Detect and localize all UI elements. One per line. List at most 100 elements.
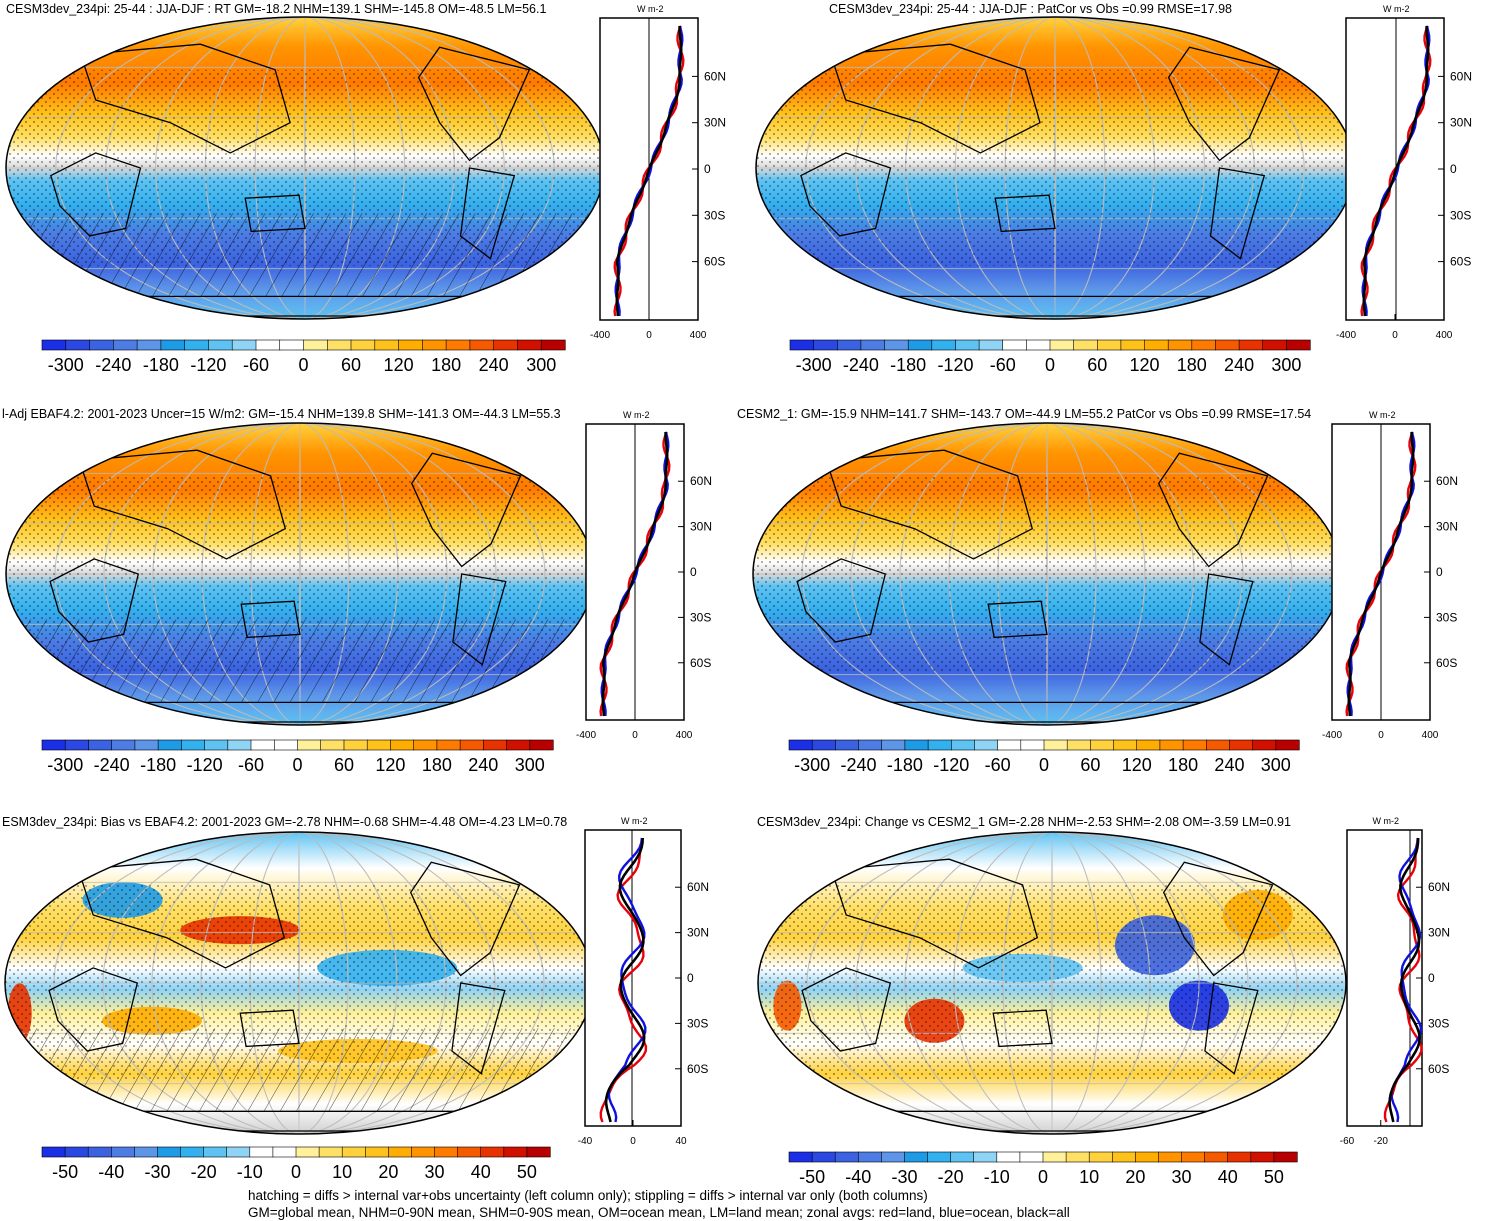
coastline <box>1199 573 1254 666</box>
colorbar-tick-label: -50 <box>52 1162 79 1182</box>
colorbar-tick-label: 120 <box>383 355 414 375</box>
colorbar-swatch <box>272 1146 297 1158</box>
colorbar-tick-label: 0 <box>298 355 309 375</box>
zonal-x-tick: 0 <box>632 730 638 741</box>
colorbar-swatch <box>1073 339 1098 351</box>
coastline <box>825 449 1034 560</box>
colorbar-swatch <box>506 739 531 751</box>
colorbar-tick-label: -120 <box>937 355 974 375</box>
zonal-x-tick: 0 <box>1392 330 1398 341</box>
zonal-lat-label: 0 <box>1450 162 1457 176</box>
zonal-plot-change: W m-2 60N 30N 0 30S 60S -60 -20 <box>1340 816 1450 1147</box>
colorbar-swatch <box>813 339 838 351</box>
colorbar-swatch <box>788 739 813 751</box>
colorbar-swatch <box>482 739 508 751</box>
colorbar-tick-label: 300 <box>1271 355 1302 375</box>
colorbar-obs <box>41 739 554 751</box>
colorbar-swatch <box>160 339 186 351</box>
zonal-lat-label: 60S <box>690 656 711 670</box>
zonal-lat-label: 0 <box>704 162 711 176</box>
colorbar-swatch <box>1097 339 1122 351</box>
colorbar-tick-label: -300 <box>47 355 84 375</box>
colorbar-swatch <box>436 739 461 751</box>
colorbar-tick-label: 240 <box>468 755 499 775</box>
colorbar-swatch <box>111 739 136 751</box>
colorbar-swatch <box>273 739 299 751</box>
zonal-lat-label: 30S <box>690 610 711 624</box>
colorbar-swatch <box>860 339 886 351</box>
colorbar-swatch <box>540 339 566 351</box>
colorbar-tick-label: 120 <box>375 755 406 775</box>
coastline <box>829 43 1041 154</box>
colorbar-tick-label: 60 <box>1080 755 1101 775</box>
colorbar-swatch <box>157 739 182 751</box>
zonal-lat-label: 30S <box>704 208 725 222</box>
colorbar-tick-label: 30 <box>424 1162 445 1182</box>
colorbar-tick-label: 0 <box>290 1162 302 1182</box>
zonal-x-tick: 0 <box>646 330 652 341</box>
colorbar-tick-label: 40 <box>1217 1167 1238 1187</box>
colorbar-swatch <box>1273 1151 1298 1163</box>
colorbar-swatch <box>1136 739 1161 751</box>
panel-title: CESM3dev_234pi: 25-44 : JJA-DJF : PatCor… <box>829 2 1232 16</box>
coastline <box>992 1009 1053 1048</box>
colorbar-swatch <box>208 339 233 351</box>
colorbar-swatch <box>388 1146 413 1158</box>
colorbar-swatch <box>227 739 252 751</box>
colorbar-tick-label: 10 <box>332 1162 353 1182</box>
colorbar-tick-label: 60 <box>1087 355 1108 375</box>
colorbar-tick-label: -60 <box>989 355 1016 375</box>
zonal-lat-label: 60N <box>704 69 726 83</box>
colorbar-tick-label: -120 <box>186 755 223 775</box>
colorbar-swatch <box>434 1146 459 1158</box>
zonal-curve <box>615 26 683 317</box>
map-model <box>5 16 605 320</box>
colorbar-swatch <box>858 739 883 751</box>
zonal-units: W m-2 <box>623 410 650 420</box>
colorbar-swatch <box>1286 339 1311 351</box>
colorbar-swatch <box>41 739 66 751</box>
zonal-lat-label: 0 <box>1436 565 1443 579</box>
colorbar-swatch <box>413 739 438 751</box>
colorbar-swatch <box>1112 1151 1137 1163</box>
colorbar-swatch <box>834 1151 859 1163</box>
colorbar-swatch <box>1204 1151 1229 1163</box>
colorbar-swatch <box>526 1146 551 1158</box>
colorbar-swatch <box>411 1146 436 1158</box>
colorbar-tick-label: -40 <box>98 1162 125 1182</box>
colorbar-swatch <box>529 739 554 751</box>
coastline <box>1209 167 1266 260</box>
colorbar-tick-label: 300 <box>514 755 545 775</box>
colorbar-tick-label: -240 <box>840 755 877 775</box>
zonal-lat-label: 60N <box>1436 474 1458 488</box>
colorbar-tick-label: -180 <box>142 355 179 375</box>
colorbar-tick-label: -120 <box>933 755 970 775</box>
zonal-lat-label: 0 <box>690 565 697 579</box>
zonal-lat-label: 0 <box>687 971 694 985</box>
coastline <box>1157 452 1269 568</box>
coastline <box>79 43 291 154</box>
zonal-x-tick: -400 <box>1336 330 1356 341</box>
colorbar-bias <box>41 1146 551 1158</box>
colorbar-swatch <box>89 339 114 351</box>
zonal-lat-label: 60S <box>1436 656 1457 670</box>
colorbar-tick-label: 240 <box>1224 355 1255 375</box>
zonal-x-tick: 40 <box>675 1136 687 1147</box>
colorbar-swatch <box>64 739 89 751</box>
panel-title: CESM2_1: GM=-15.9 NHM=141.7 SHM=-143.7 O… <box>737 407 1312 421</box>
colorbar-swatch <box>955 339 980 351</box>
coastline <box>50 152 142 237</box>
colorbar-change <box>788 1151 1298 1163</box>
map-change <box>757 831 1347 1135</box>
colorbar-swatch <box>184 339 210 351</box>
colorbar-tick-label: 30 <box>1171 1167 1192 1187</box>
colorbar-swatch <box>320 739 345 751</box>
colorbar-tick-label: -30 <box>891 1167 918 1187</box>
zonal-x-tick: -20 <box>1374 1136 1389 1147</box>
zonal-curve <box>1362 26 1430 317</box>
colorbar-swatch <box>480 1146 505 1158</box>
colorbar-tick-label: 180 <box>421 755 452 775</box>
colorbar-swatch <box>904 1151 929 1163</box>
coastline <box>77 858 286 969</box>
